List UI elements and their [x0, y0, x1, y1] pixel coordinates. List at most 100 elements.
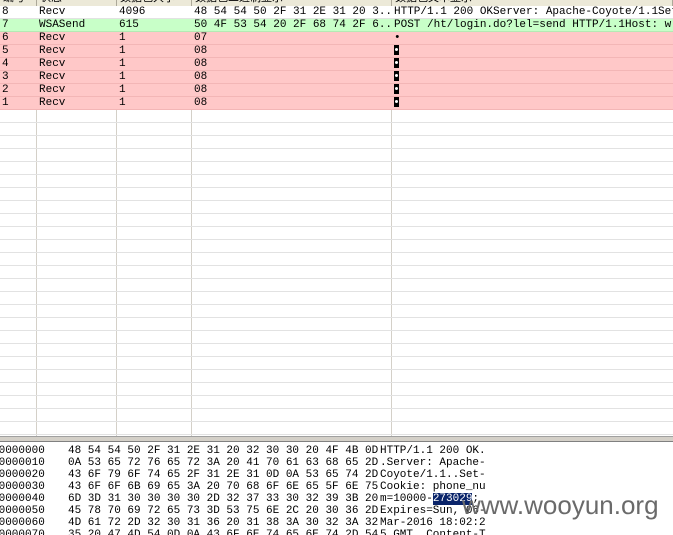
hex-offset: 00000020	[0, 469, 45, 481]
pane-splitter[interactable]	[0, 436, 673, 442]
empty-row	[0, 214, 673, 227]
hex-ascii[interactable]: Expires=Sun, 06-	[380, 505, 486, 517]
row-id: 6	[2, 32, 9, 44]
hex-line: 00000000 48 54 54 50 2F 31 2E 31 20 32 30…	[0, 445, 673, 457]
hex-ascii[interactable]: Cookie: phone_nu	[380, 481, 486, 493]
hex-offset: 00000070	[0, 529, 45, 535]
hex-dump-panel[interactable]: 00000000 48 54 54 50 2F 31 2E 31 20 32 30…	[0, 442, 673, 535]
hex-line: 00000060 4D 61 72 2D 32 30 31 36 20 31 38…	[0, 517, 673, 529]
hex-ascii[interactable]: m=10000-273029;	[380, 493, 479, 505]
row-id: 3	[2, 71, 9, 83]
row-status: Recv	[39, 58, 66, 70]
row-hex: 08	[194, 58, 208, 70]
row-id: 4	[2, 58, 9, 70]
hex-bytes[interactable]: 43 6F 6F 6B 69 65 3A 20 70 68 6F 6E 65 5…	[68, 481, 379, 493]
hex-bytes[interactable]: 6D 3D 31 30 30 30 30 2D 32 37 33 30 32 3…	[68, 493, 379, 505]
row-status: Recv	[39, 45, 66, 57]
row-id: 1	[2, 97, 9, 109]
hex-line: 00000020 43 6F 79 6F 74 65 2F 31 2E 31 0D…	[0, 469, 673, 481]
row-hex: 50 4F 53 54 20 2F 68 74 2F 6...	[194, 19, 391, 31]
row-text: HTTP/1.1 200 OKServer: Apache-Coyote/1.1…	[394, 6, 673, 18]
ascii-fragment: ;	[472, 493, 480, 505]
row-hex: 08	[194, 45, 208, 57]
column-header-status[interactable]: 状态	[37, 0, 117, 6]
row-text	[392, 71, 673, 83]
table-row[interactable]: 2 Recv 1 08	[0, 84, 673, 97]
hex-bytes[interactable]: 35 20 47 4D 54 0D 0A 43 6F 6E 74 65 6E 7…	[68, 529, 379, 535]
row-id: 8	[2, 6, 9, 18]
row-size: 1	[119, 71, 126, 83]
hex-bytes[interactable]: 48 54 54 50 2F 31 2E 31 20 32 30 30 20 4…	[68, 445, 379, 457]
row-size: 1	[119, 58, 126, 70]
empty-row	[0, 162, 673, 175]
hex-bytes[interactable]: 4D 61 72 2D 32 30 31 36 20 31 38 3A 30 3…	[68, 517, 379, 529]
hex-offset: 00000060	[0, 517, 45, 529]
column-header-hex[interactable]: 数据包二进制显示	[192, 0, 392, 6]
hex-ascii[interactable]: HTTP/1.1 200 OK.	[380, 445, 486, 457]
hex-offset: 00000050	[0, 505, 45, 517]
row-status: Recv	[39, 97, 66, 109]
hex-ascii[interactable]: Mar-2016 18:02:2	[380, 517, 486, 529]
table-row[interactable]: 8 Recv 4096 48 54 54 50 2F 31 2E 31 20 3...…	[0, 6, 673, 19]
row-hex: 08	[194, 84, 208, 96]
row-hex: 08	[194, 71, 208, 83]
empty-row	[0, 227, 673, 240]
control-char-glyph	[394, 58, 399, 68]
row-hex: 07	[194, 32, 208, 44]
hex-line: 00000040 6D 3D 31 30 30 30 30 2D 32 37 33…	[0, 493, 673, 505]
hex-bytes[interactable]: 0A 53 65 72 76 65 72 3A 20 41 70 61 63 6…	[68, 457, 379, 469]
empty-row	[0, 409, 673, 422]
row-size: 615	[119, 19, 139, 31]
row-id: 7	[2, 19, 9, 31]
row-size: 1	[119, 84, 126, 96]
table-row[interactable]: 4 Recv 1 08	[0, 58, 673, 71]
row-text	[392, 58, 673, 70]
row-text	[392, 45, 673, 57]
empty-row	[0, 201, 673, 214]
row-size: 1	[119, 97, 126, 109]
watermark: www.wooyun.org	[462, 490, 659, 520]
table-row[interactable]: 7 WSASend 615 50 4F 53 54 20 2F 68 74 2F 6.…	[0, 19, 673, 32]
ascii-fragment: m=10000-	[380, 493, 433, 505]
row-id: 5	[2, 45, 9, 57]
row-size: 1	[119, 32, 126, 44]
hex-bytes[interactable]: 45 78 70 69 72 65 73 3D 53 75 6E 2C 20 3…	[68, 505, 379, 517]
row-status: Recv	[39, 6, 66, 18]
table-row[interactable]: 3 Recv 1 08	[0, 71, 673, 84]
table-row[interactable]: 5 Recv 1 08	[0, 45, 673, 58]
control-char-glyph	[394, 45, 399, 55]
row-size: 1	[119, 45, 126, 57]
hex-line: 00000010 0A 53 65 72 76 65 72 3A 20 41 70…	[0, 457, 673, 469]
hex-ascii[interactable]: 5 GMT..Content-T	[380, 529, 486, 535]
row-hex: 08	[194, 97, 208, 109]
empty-row	[0, 370, 673, 383]
empty-row	[0, 305, 673, 318]
row-text	[392, 84, 673, 96]
empty-row	[0, 422, 673, 435]
row-text	[392, 97, 673, 109]
column-header-size[interactable]: 数据包大小	[117, 0, 192, 6]
table-row[interactable]: 6 Recv 1 07 •	[0, 32, 673, 45]
empty-row	[0, 279, 673, 292]
empty-row	[0, 175, 673, 188]
empty-row	[0, 383, 673, 396]
hex-offset: 00000010	[0, 457, 45, 469]
empty-row	[0, 357, 673, 370]
hex-offset: 00000030	[0, 481, 45, 493]
empty-row	[0, 331, 673, 344]
empty-row	[0, 110, 673, 123]
table-row[interactable]: 1 Recv 1 08	[0, 97, 673, 110]
hex-line: 00000050 45 78 70 69 72 65 73 3D 53 75 6E…	[0, 505, 673, 517]
hex-ascii[interactable]: .Server: Apache-	[380, 457, 486, 469]
hex-bytes[interactable]: 43 6F 79 6F 74 65 2F 31 2E 31 0D 0A 53 6…	[68, 469, 379, 481]
hex-ascii[interactable]: Coyote/1.1..Set-	[380, 469, 486, 481]
packet-list[interactable]: 编号 状态 数据包大小 数据包二进制显示 数据包文本显示 8Recv409648…	[0, 0, 673, 436]
row-status: Recv	[39, 84, 66, 96]
hex-line: 00000030 43 6F 6F 6B 69 65 3A 20 70 68 6F…	[0, 481, 673, 493]
control-char-glyph	[394, 71, 399, 81]
control-char-glyph	[394, 97, 399, 107]
row-hex: 48 54 54 50 2F 31 2E 31 20 3...	[194, 6, 391, 18]
empty-row	[0, 253, 673, 266]
column-header-id[interactable]: 编号	[0, 0, 37, 6]
empty-row	[0, 396, 673, 409]
